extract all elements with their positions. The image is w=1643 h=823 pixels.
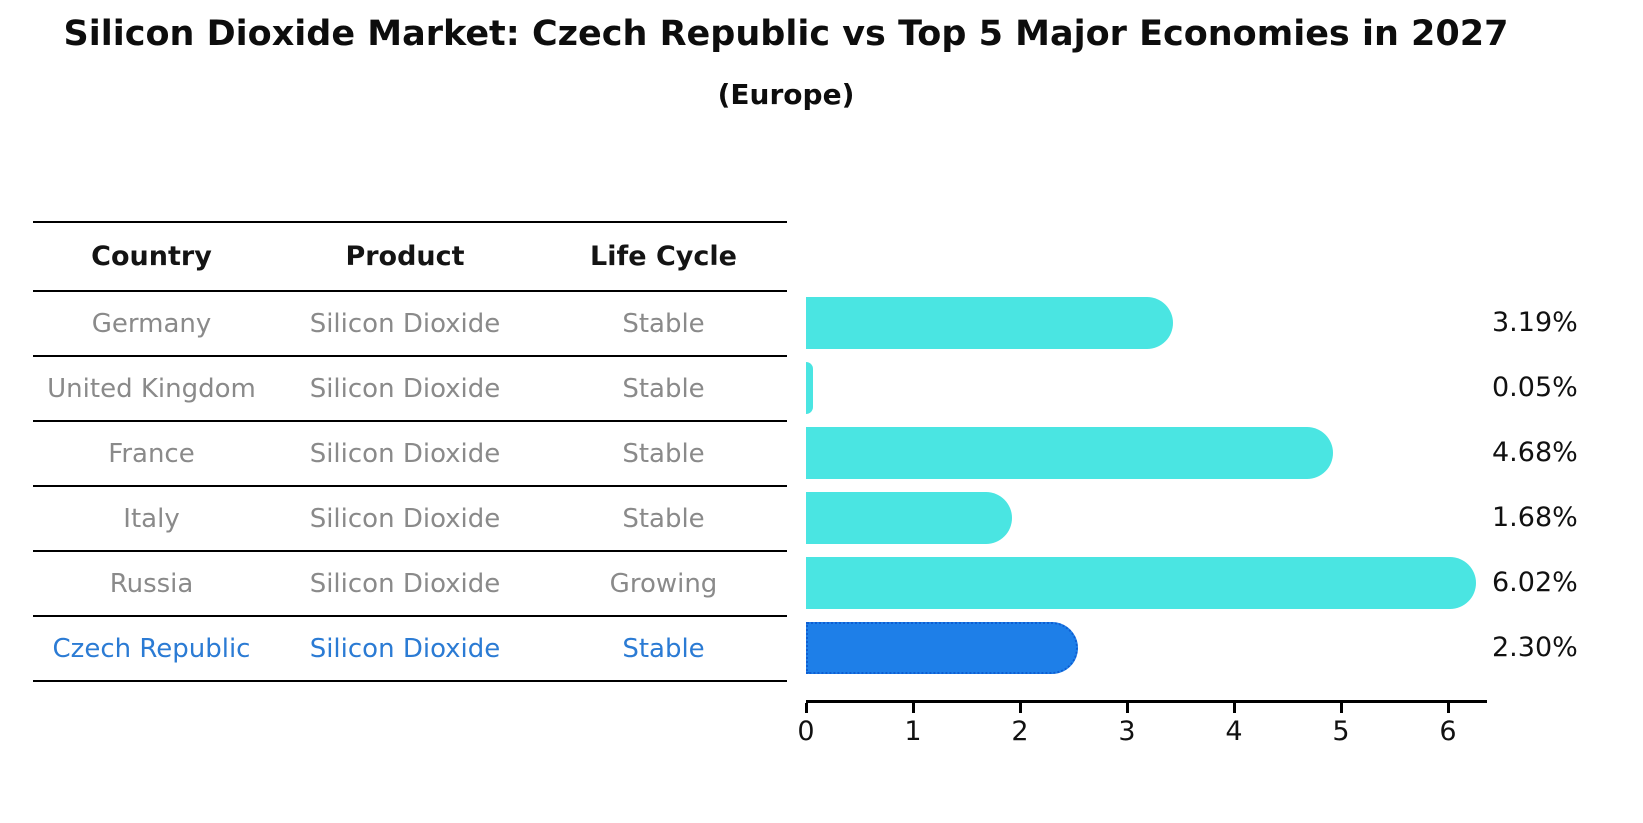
x-axis-tick <box>912 703 915 713</box>
chart-subtitle: (Europe) <box>717 78 855 111</box>
country-table: Country Product Life Cycle Germany Silicon D… <box>33 221 787 682</box>
product-cell: Silicon Dioxide <box>309 503 501 534</box>
table-row: United Kingdom Silicon Dioxide Stable <box>33 355 787 420</box>
product-cell: Silicon Dioxide <box>309 308 501 339</box>
column-header-0: Country <box>91 241 212 272</box>
x-axis-tick <box>1233 703 1236 713</box>
x-axis-line <box>806 700 1487 703</box>
life-cycle-cell: Stable <box>622 308 705 339</box>
bar-value-label: 3.19% <box>1492 306 1578 338</box>
x-axis-tick-label: 5 <box>1332 716 1350 747</box>
column-header-2: Life Cycle <box>590 241 737 272</box>
bar-czech-republic <box>806 621 1078 674</box>
country-cell: France <box>108 438 195 469</box>
country-cell: Germany <box>91 308 212 339</box>
x-axis-tick-label: 2 <box>1011 716 1029 747</box>
life-cycle-cell: Stable <box>622 633 705 664</box>
x-axis-tick-label: 3 <box>1118 716 1136 747</box>
product-cell: Silicon Dioxide <box>309 568 501 599</box>
x-axis-tick <box>1447 703 1450 713</box>
life-cycle-cell: Stable <box>622 438 705 469</box>
bar-value-label: 0.05% <box>1492 371 1578 403</box>
table-row: Russia Silicon Dioxide Growing <box>33 550 787 615</box>
bar-united-kingdom <box>806 361 813 414</box>
x-axis-tick-label: 4 <box>1225 716 1243 747</box>
country-cell: Czech Republic <box>52 633 251 664</box>
bar-value-label: 1.68% <box>1492 501 1578 533</box>
x-axis-tick <box>1340 703 1343 713</box>
x-axis-tick-label: 6 <box>1439 716 1457 747</box>
life-cycle-cell: Growing <box>609 568 718 599</box>
life-cycle-cell: Stable <box>622 373 705 404</box>
table-header-row: Country Product Life Cycle <box>33 221 787 290</box>
life-cycle-cell: Stable <box>622 503 705 534</box>
bar-value-label: 4.68% <box>1492 436 1578 468</box>
x-axis-tick <box>1126 703 1129 713</box>
bar-italy <box>806 491 1012 544</box>
table-row: France Silicon Dioxide Stable <box>33 420 787 485</box>
country-cell: Italy <box>123 503 180 534</box>
x-axis-tick-label: 0 <box>797 716 815 747</box>
bar-value-label: 6.02% <box>1492 566 1578 598</box>
product-cell: Silicon Dioxide <box>309 438 501 469</box>
product-cell: Silicon Dioxide <box>309 373 501 404</box>
bar-france <box>806 426 1333 479</box>
country-cell: United Kingdom <box>47 373 256 404</box>
table-row: Italy Silicon Dioxide Stable <box>33 485 787 550</box>
product-cell: Silicon Dioxide <box>309 633 501 664</box>
country-cell: Russia <box>109 568 194 599</box>
bar-germany <box>806 296 1173 349</box>
column-header-1: Product <box>345 241 465 272</box>
x-axis-tick-label: 1 <box>904 716 922 747</box>
x-axis-tick <box>1019 703 1022 713</box>
bar-value-label: 2.30% <box>1492 631 1578 663</box>
x-axis-tick <box>805 703 808 713</box>
bar-russia <box>806 556 1476 609</box>
table-row: Germany Silicon Dioxide Stable <box>33 290 787 355</box>
chart-title: Silicon Dioxide Market: Czech Republic v… <box>63 14 1509 54</box>
table-row: Czech Republic Silicon Dioxide Stable <box>33 615 787 680</box>
